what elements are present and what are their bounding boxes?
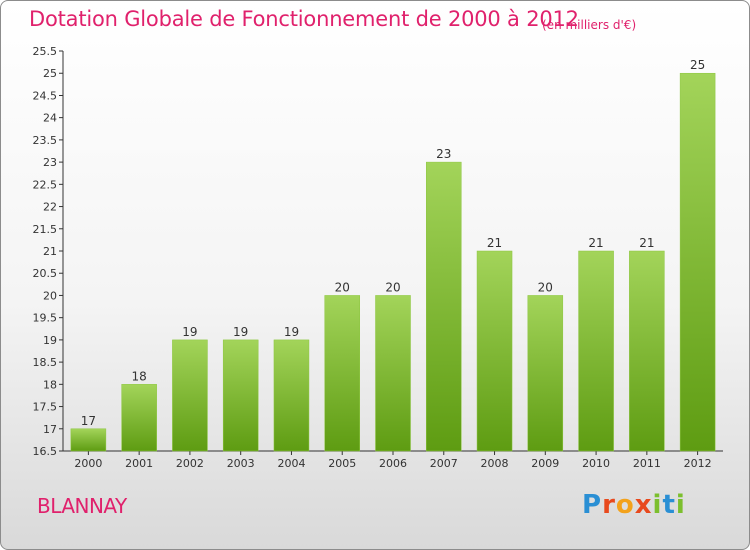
y-tick-label: 17 — [43, 423, 57, 436]
bar-2000 — [70, 428, 107, 452]
x-tick-label: 2009 — [531, 457, 559, 470]
x-tick-label: 2008 — [481, 457, 509, 470]
bar-2007 — [426, 161, 462, 452]
bar-2003 — [222, 339, 259, 452]
data-label-2002: 19 — [182, 325, 197, 339]
x-tick-label: 2002 — [176, 457, 204, 470]
x-tick-label: 2001 — [125, 457, 153, 470]
x-tick-label: 2004 — [277, 457, 305, 470]
data-label-2004: 19 — [284, 325, 299, 339]
chart-unit: (en milliers d'€) — [542, 18, 637, 32]
bar-2010 — [578, 250, 614, 452]
chart-labels: 2000 17 2001 18 2002 19 2003 19 2004 19 2005 20 2006… — [74, 58, 711, 470]
y-tick-label: 22.5 — [33, 178, 58, 191]
data-label-2001: 18 — [132, 369, 147, 383]
bar-2009 — [527, 295, 564, 452]
chart-title: Dotation Globale de Fonctionnement de 20… — [29, 7, 579, 31]
y-tick-label: 16.5 — [33, 445, 58, 458]
city-name: BLANNAY — [37, 494, 127, 518]
chart-axes: 16.5 17 17.5 18 18.5 19 19.5 20 20.5 21 21.5 22 22.5… — [33, 45, 723, 458]
y-tick-label: 21.5 — [33, 223, 58, 236]
bar-2011 — [629, 250, 665, 452]
y-tick-label: 19 — [43, 334, 57, 347]
bar-2008 — [476, 250, 513, 452]
y-tick-label: 23.5 — [33, 134, 58, 147]
y-tick-label: 25.5 — [33, 45, 58, 58]
x-tick-label: 2000 — [74, 457, 102, 470]
data-label-2009: 20 — [538, 280, 553, 294]
y-tick-label: 18 — [43, 378, 57, 391]
x-tick-label: 2003 — [227, 457, 255, 470]
y-tick-label: 24.5 — [33, 89, 58, 102]
data-label-2000: 17 — [81, 414, 96, 428]
proxiti-logo: Proxiti — [582, 490, 686, 520]
y-tick-label: 23 — [43, 156, 57, 169]
chart-bars — [70, 72, 716, 452]
bar-2002 — [172, 339, 208, 452]
data-label-2012: 25 — [690, 58, 705, 72]
x-tick-label: 2012 — [684, 457, 712, 470]
bar-2005 — [324, 295, 360, 452]
x-tick-label: 2005 — [328, 457, 356, 470]
data-label-2011: 21 — [639, 236, 654, 250]
data-label-2005: 20 — [335, 280, 350, 294]
y-tick-label: 20 — [43, 289, 57, 302]
data-label-2006: 20 — [385, 280, 400, 294]
y-tick-label: 19.5 — [33, 312, 58, 325]
data-label-2003: 19 — [233, 325, 248, 339]
bar-2001 — [121, 384, 157, 452]
y-tick-label: 20.5 — [33, 267, 58, 280]
x-tick-label: 2007 — [430, 457, 458, 470]
bar-2006 — [375, 295, 411, 452]
y-tick-label: 24 — [43, 112, 57, 125]
y-tick-label: 25 — [43, 67, 57, 80]
data-label-2007: 23 — [436, 147, 451, 161]
bar-2004 — [273, 339, 310, 452]
x-tick-label: 2011 — [633, 457, 661, 470]
x-tick-label: 2010 — [582, 457, 610, 470]
y-tick-label: 17.5 — [33, 401, 58, 414]
data-label-2008: 21 — [487, 236, 502, 250]
x-tick-label: 2006 — [379, 457, 407, 470]
data-label-2010: 21 — [588, 236, 603, 250]
y-tick-label: 22 — [43, 201, 57, 214]
bar-2012 — [679, 72, 716, 452]
y-tick-label: 21 — [43, 245, 57, 258]
y-tick-label: 18.5 — [33, 356, 58, 369]
